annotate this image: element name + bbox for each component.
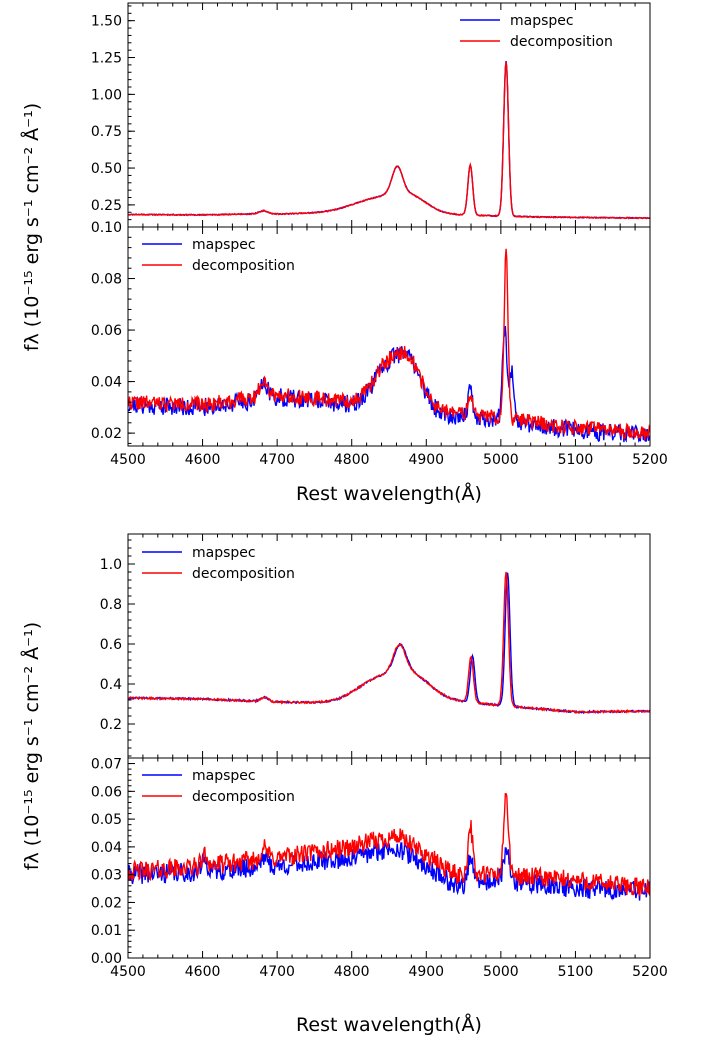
panel-1-ticks: 0.25 0.50 0.75 1.00 1.25 1.50 <box>91 3 651 228</box>
x-tick-label: 4900 <box>408 452 444 468</box>
figure-1-xlabel: Rest wavelength(Å) <box>296 482 482 505</box>
x-tick-label: 5200 <box>632 452 668 468</box>
panel-1-data <box>128 60 650 220</box>
x-tick-label: 4600 <box>185 452 221 468</box>
panel-3-legend: mapspec decomposition <box>142 545 295 582</box>
series-mapspec <box>128 572 650 715</box>
y-tick-label: 0.02 <box>91 426 122 442</box>
series-decomposition <box>128 792 650 897</box>
panel-3: 0.2 0.4 0.6 0.8 1.0 mapspec decomposition <box>100 533 651 759</box>
x-tick-label: 4700 <box>259 964 295 980</box>
y-tick-label: 0.05 <box>91 812 122 828</box>
series-mapspec <box>128 842 650 901</box>
y-tick-label: 0.6 <box>100 637 122 653</box>
y-tick-label: 0.50 <box>91 161 122 177</box>
panel-4-ticks: 4500 4600 4700 4800 4900 5000 5100 5200 0.00 0.01… <box>91 757 668 980</box>
x-tick-label: 4800 <box>334 964 370 980</box>
panel-4-legend: mapspec decomposition <box>142 768 295 805</box>
legend-mapspec-label: mapspec <box>192 768 256 784</box>
y-tick-label: 1.50 <box>91 14 122 30</box>
panel-2: 4500 4600 4700 4800 4900 5000 5100 5200 0.02 0.04… <box>91 220 668 468</box>
x-tick-label: 5000 <box>483 452 519 468</box>
y-tick-label: 0.01 <box>91 923 122 939</box>
y-tick-label: 1.25 <box>91 51 122 67</box>
series-decomposition <box>128 571 650 715</box>
y-tick-label: 0.04 <box>91 375 122 391</box>
legend-decomposition-label: decomposition <box>192 789 295 805</box>
y-tick-label: 0.06 <box>91 323 122 339</box>
y-tick-label: 0.2 <box>100 717 122 733</box>
panel-2-frame <box>127 226 651 447</box>
series-decomposition <box>128 248 650 441</box>
x-tick-label: 5200 <box>632 964 668 980</box>
legend-mapspec-label: mapspec <box>192 545 256 561</box>
figure-2-ylabel: fλ (10⁻¹⁵ erg s⁻¹ cm⁻² Å⁻¹) <box>20 622 43 870</box>
legend-mapspec-label: mapspec <box>192 237 256 253</box>
figure-1-ylabel: fλ (10⁻¹⁵ erg s⁻¹ cm⁻² Å⁻¹) <box>20 103 43 351</box>
y-tick-label: 0.03 <box>91 868 122 884</box>
y-tick-label: 1.00 <box>91 87 122 103</box>
y-tick-label: 0.75 <box>91 124 122 140</box>
x-tick-label: 4500 <box>110 964 146 980</box>
y-tick-label: 0.8 <box>100 597 122 613</box>
y-tick-label: 0.25 <box>91 198 122 214</box>
figure-2-xlabel: Rest wavelength(Å) <box>296 1013 482 1036</box>
panel-4-data <box>128 792 650 901</box>
legend-mapspec-label: mapspec <box>510 13 574 29</box>
y-tick-label: 0.10 <box>91 220 122 236</box>
y-tick-label: 0.02 <box>91 895 122 911</box>
y-tick-label: 0.07 <box>91 757 122 773</box>
panel-2-ticks: 4500 4600 4700 4800 4900 5000 5100 5200 0.02 0.04… <box>91 220 668 468</box>
x-tick-label: 4500 <box>110 452 146 468</box>
panel-1-legend: mapspec decomposition <box>460 13 613 50</box>
panel-3-ticks: 0.2 0.4 0.6 0.8 1.0 <box>100 534 651 758</box>
panel-4: 4500 4600 4700 4800 4900 5000 5100 5200 0.00 0.01… <box>91 757 668 980</box>
x-tick-label: 4900 <box>408 964 444 980</box>
y-tick-label: 0.06 <box>91 784 122 800</box>
panel-2-legend: mapspec decomposition <box>142 237 295 274</box>
figure-1-ylabel-text: fλ (10⁻¹⁵ erg s⁻¹ cm⁻² Å⁻¹) <box>20 103 43 351</box>
y-tick-label: 0.08 <box>91 272 122 288</box>
legend-decomposition-label: decomposition <box>510 34 613 50</box>
panel-3-data <box>128 571 650 715</box>
panel-1: 0.25 0.50 0.75 1.00 1.25 1.50 mapspec decompo… <box>91 2 651 228</box>
y-tick-label: 0.04 <box>91 840 122 856</box>
x-tick-label: 5100 <box>558 452 594 468</box>
x-tick-label: 4800 <box>334 452 370 468</box>
y-tick-label: 0.00 <box>91 951 122 967</box>
x-tick-label: 5000 <box>483 964 519 980</box>
y-tick-label: 0.4 <box>100 677 122 693</box>
panel-2-data <box>128 248 650 443</box>
x-tick-label: 4700 <box>259 452 295 468</box>
y-tick-label: 1.0 <box>100 557 122 573</box>
legend-decomposition-label: decomposition <box>192 258 295 274</box>
legend-decomposition-label: decomposition <box>192 566 295 582</box>
x-tick-label: 5100 <box>558 964 594 980</box>
figure-2-ylabel-text: fλ (10⁻¹⁵ erg s⁻¹ cm⁻² Å⁻¹) <box>20 622 43 870</box>
series-decomposition <box>128 61 650 220</box>
series-mapspec <box>128 325 650 443</box>
series-mapspec <box>128 60 650 220</box>
x-tick-label: 4600 <box>185 964 221 980</box>
